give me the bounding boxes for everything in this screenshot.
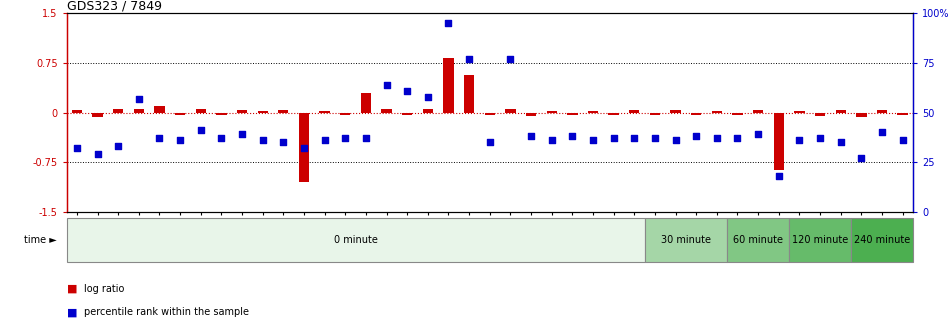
Point	[69, 145, 85, 151]
Point	[297, 145, 312, 151]
Bar	[753, 110, 764, 113]
Bar	[71, 110, 82, 113]
Point	[648, 136, 663, 141]
Bar	[113, 109, 124, 113]
Bar	[67, 218, 645, 262]
Point	[214, 136, 229, 141]
Bar	[340, 113, 350, 115]
Text: log ratio: log ratio	[84, 284, 124, 294]
Point	[606, 136, 621, 141]
Text: GDS323 / 7849: GDS323 / 7849	[67, 0, 162, 12]
Point	[378, 82, 394, 87]
Point	[544, 138, 559, 143]
Bar	[898, 113, 908, 115]
Point	[338, 136, 353, 141]
Bar	[794, 111, 805, 113]
Point	[399, 88, 415, 93]
Bar	[567, 113, 577, 115]
Point	[627, 136, 642, 141]
Text: 60 minute: 60 minute	[733, 235, 783, 245]
Text: 0 minute: 0 minute	[334, 235, 378, 245]
Point	[276, 140, 291, 145]
Bar	[258, 111, 268, 113]
Bar	[670, 110, 681, 113]
Bar	[789, 218, 851, 262]
Bar	[175, 113, 185, 115]
Bar	[237, 110, 247, 113]
Bar	[381, 109, 392, 113]
Bar	[464, 75, 475, 113]
Bar	[443, 58, 454, 113]
Point	[461, 56, 476, 62]
Point	[482, 140, 497, 145]
Text: 240 minute: 240 minute	[854, 235, 910, 245]
Bar	[588, 111, 598, 113]
Bar	[134, 109, 144, 113]
Bar	[773, 113, 784, 170]
Point	[750, 132, 766, 137]
Bar	[609, 113, 619, 115]
Point	[874, 130, 889, 135]
Point	[90, 152, 106, 157]
Point	[709, 136, 725, 141]
Bar	[422, 109, 433, 113]
Bar	[815, 113, 825, 116]
Bar	[630, 110, 639, 113]
Point	[689, 134, 704, 139]
Bar	[732, 113, 743, 115]
Bar	[526, 113, 536, 116]
Point	[895, 138, 910, 143]
Bar	[691, 113, 701, 115]
Bar	[360, 93, 371, 113]
Text: ■: ■	[67, 284, 77, 294]
Point	[131, 96, 146, 101]
Point	[586, 138, 601, 143]
Bar	[402, 113, 413, 115]
Point	[359, 136, 374, 141]
Bar	[485, 113, 495, 115]
Point	[729, 136, 745, 141]
Bar	[728, 218, 789, 262]
Point	[771, 173, 786, 179]
Bar	[196, 109, 206, 113]
Bar	[856, 113, 866, 117]
Text: ■: ■	[67, 307, 77, 318]
Text: percentile rank within the sample: percentile rank within the sample	[84, 307, 249, 318]
Point	[854, 156, 869, 161]
Bar	[505, 109, 515, 113]
Point	[255, 138, 270, 143]
Bar	[851, 218, 913, 262]
Text: 120 minute: 120 minute	[792, 235, 848, 245]
Bar	[645, 218, 728, 262]
Bar	[299, 113, 309, 182]
Bar	[711, 111, 722, 113]
Bar	[154, 106, 165, 113]
Bar	[877, 110, 887, 113]
Point	[792, 138, 807, 143]
Point	[235, 132, 250, 137]
Point	[812, 136, 827, 141]
Point	[172, 138, 187, 143]
Point	[833, 140, 848, 145]
Point	[565, 134, 580, 139]
Bar	[92, 113, 103, 117]
Point	[317, 138, 332, 143]
Text: time ►: time ►	[24, 235, 56, 245]
Bar	[278, 110, 288, 113]
Point	[441, 21, 456, 26]
Bar	[547, 111, 557, 113]
Bar	[650, 113, 660, 115]
Point	[503, 56, 518, 62]
Point	[523, 134, 538, 139]
Bar	[216, 113, 226, 115]
Point	[420, 94, 436, 99]
Text: 30 minute: 30 minute	[661, 235, 711, 245]
Bar	[320, 111, 330, 113]
Point	[193, 128, 208, 133]
Point	[152, 136, 167, 141]
Bar	[836, 110, 845, 113]
Point	[110, 143, 126, 149]
Point	[668, 138, 683, 143]
